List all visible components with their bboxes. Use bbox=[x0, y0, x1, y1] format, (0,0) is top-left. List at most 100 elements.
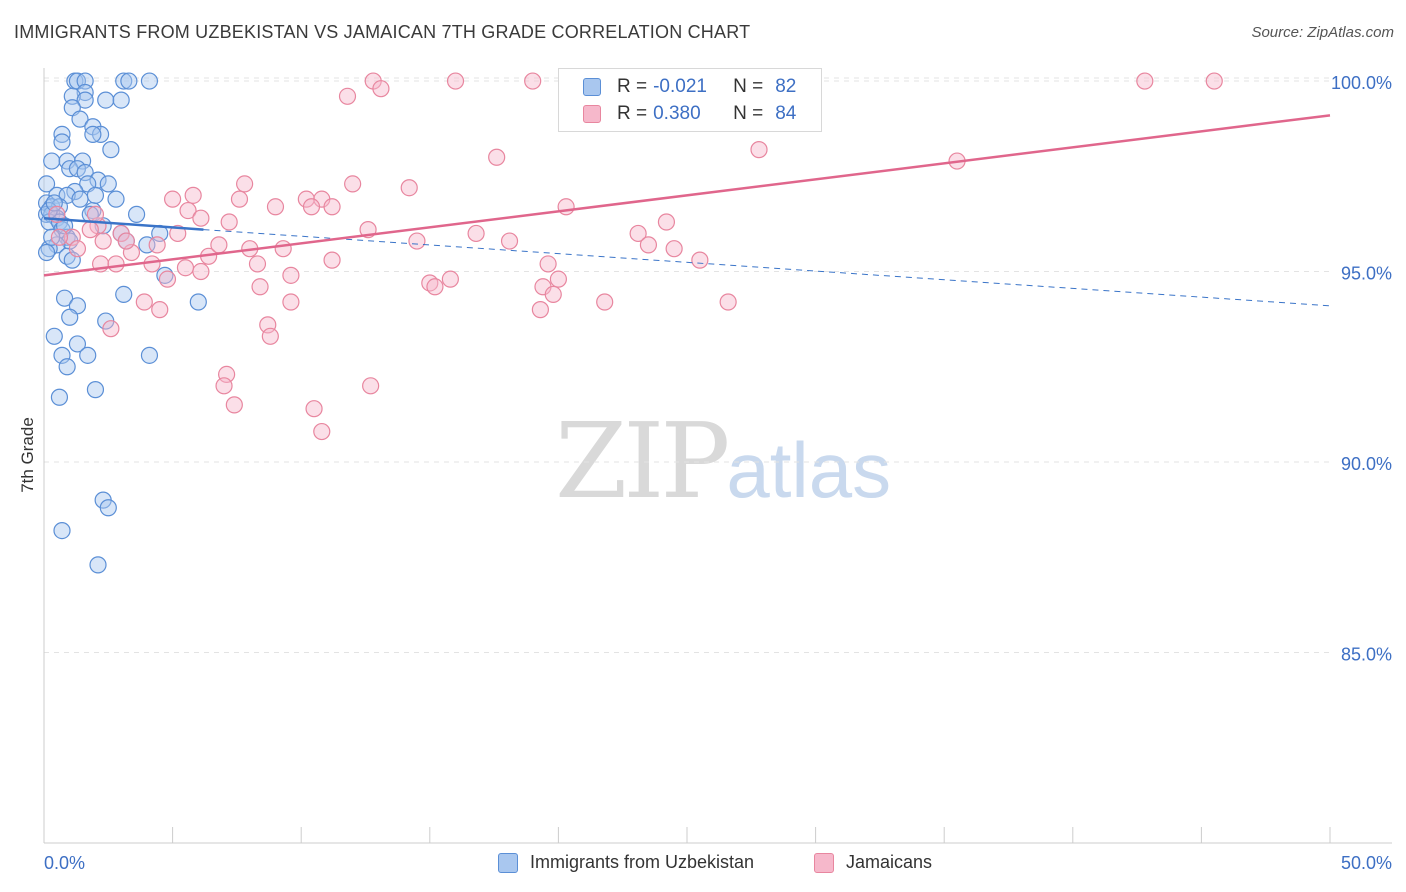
source-label: Source: ZipAtlas.com bbox=[1251, 24, 1394, 41]
jamaicans-point bbox=[107, 255, 125, 273]
uzbekistan-point bbox=[53, 521, 71, 540]
watermark: ZIPatlas bbox=[555, 400, 891, 522]
jamaicans-point bbox=[467, 224, 485, 243]
legend-item-jamaicans[interactable]: Jamaicans bbox=[814, 852, 932, 873]
jamaicans-point bbox=[408, 232, 426, 250]
uzbekistan-point bbox=[115, 72, 133, 90]
legend-r-value: -0.021 bbox=[653, 76, 707, 97]
uzbekistan-trend-line bbox=[43, 216, 204, 231]
legend-n-value: 82 bbox=[775, 76, 797, 97]
uzbekistan-point bbox=[71, 190, 89, 208]
uzbekistan-point bbox=[97, 91, 115, 109]
uzbekistan-point bbox=[61, 308, 79, 326]
jamaicans-point bbox=[261, 327, 279, 345]
legend-item-uzbekistan[interactable]: Immigrants from Uzbekistan bbox=[498, 852, 754, 873]
jamaicans-point bbox=[323, 198, 341, 216]
jamaicans-point bbox=[596, 293, 614, 311]
uzbekistan-point bbox=[120, 72, 138, 90]
jamaicans-point bbox=[557, 198, 575, 216]
uzbekistan-point bbox=[50, 388, 69, 406]
legend-swatch-blue bbox=[498, 852, 518, 873]
jamaicans-point bbox=[230, 190, 249, 208]
legend-n-label: N = bbox=[733, 76, 764, 97]
jamaicans-point bbox=[169, 224, 187, 243]
legend-swatch-pink bbox=[583, 105, 601, 123]
x-tick-label: 50.0% bbox=[1341, 853, 1392, 873]
jamaicans-point bbox=[86, 205, 105, 223]
jamaicans-point bbox=[225, 396, 243, 414]
jamaicans-point bbox=[629, 224, 647, 243]
legend-label-uzbekistan: Immigrants from Uzbekistan bbox=[530, 852, 755, 872]
jamaicans-point bbox=[488, 148, 506, 166]
uzbekistan-point bbox=[107, 190, 125, 208]
jamaicans-point bbox=[220, 213, 238, 231]
uzbekistan-point bbox=[89, 556, 107, 574]
legend-swatch-blue bbox=[583, 78, 601, 96]
jamaicans-trend-line bbox=[43, 114, 1331, 277]
y-tick-label: 85.0% bbox=[1341, 645, 1392, 665]
y-tick-label: 95.0% bbox=[1341, 264, 1392, 284]
uzbekistan-trend-dashed bbox=[203, 229, 1331, 307]
jamaicans-point bbox=[274, 240, 292, 258]
jamaicans-point bbox=[251, 278, 269, 296]
jamaicans-point bbox=[441, 270, 459, 288]
jamaicans-point bbox=[282, 293, 300, 311]
jamaicans-point bbox=[192, 262, 210, 281]
jamaicans-point bbox=[135, 293, 153, 311]
jamaicans-point bbox=[94, 232, 112, 250]
legend-r-label: R = bbox=[617, 103, 648, 124]
jamaicans-point bbox=[248, 255, 267, 273]
jamaicans-point bbox=[158, 270, 177, 288]
jamaicans-point bbox=[549, 270, 568, 288]
uzbekistan-point bbox=[140, 346, 159, 364]
stats-legend: R = -0.021 N = 82 R = 0.380 N = 84 bbox=[558, 68, 822, 132]
watermark-zip: ZIP bbox=[555, 400, 730, 522]
uzbekistan-point bbox=[37, 175, 56, 193]
jamaicans-point bbox=[176, 259, 195, 277]
jamaicans-point bbox=[1205, 72, 1223, 90]
jamaicans-point bbox=[102, 320, 120, 338]
jamaicans-point bbox=[151, 301, 169, 319]
jamaicans-point bbox=[164, 190, 182, 208]
jamaicans-point bbox=[719, 293, 737, 311]
legend-n-label: N = bbox=[733, 103, 764, 124]
jamaicans-point bbox=[400, 179, 418, 197]
uzbekistan-point bbox=[37, 243, 56, 262]
uzbekistan-point bbox=[55, 289, 74, 307]
legend-n-value: 84 bbox=[775, 103, 797, 124]
jamaicans-point bbox=[117, 232, 135, 250]
jamaicans-point bbox=[305, 400, 323, 418]
jamaicans-point bbox=[184, 186, 202, 204]
legend-label-jamaicans: Jamaicans bbox=[846, 852, 933, 872]
legend-row-uzbekistan: R = -0.021 N = 82 bbox=[583, 74, 796, 100]
jamaicans-point bbox=[544, 285, 562, 303]
jamaicans-point bbox=[313, 422, 331, 441]
uzbekistan-point bbox=[102, 141, 120, 159]
jamaicans-point bbox=[426, 278, 444, 296]
jamaicans-point bbox=[179, 201, 197, 220]
uzbekistan-point bbox=[71, 110, 89, 128]
jamaicans-point bbox=[665, 240, 683, 258]
jamaicans-point bbox=[50, 228, 69, 246]
uzbekistan-point bbox=[68, 160, 87, 178]
watermark-atlas: atlas bbox=[726, 426, 892, 514]
jamaicans-point bbox=[524, 72, 542, 90]
uzbekistan-point bbox=[127, 205, 146, 223]
uzbekistan-point bbox=[99, 175, 117, 193]
jamaicans-point bbox=[236, 175, 254, 193]
jamaicans-point bbox=[338, 87, 357, 105]
jamaicans-point bbox=[344, 175, 362, 193]
x-tick-label: 0.0% bbox=[44, 853, 85, 873]
jamaicans-point bbox=[1136, 72, 1154, 90]
legend-swatch-pink bbox=[814, 852, 834, 873]
uzbekistan-point bbox=[79, 346, 97, 364]
jamaicans-point bbox=[657, 213, 676, 231]
jamaicans-point bbox=[531, 301, 549, 319]
jamaicans-point bbox=[210, 236, 228, 254]
uzbekistan-point bbox=[84, 125, 102, 143]
jamaicans-point bbox=[302, 198, 321, 216]
jamaicans-point bbox=[282, 266, 300, 284]
uzbekistan-point bbox=[58, 358, 76, 376]
uzbekistan-point bbox=[86, 186, 105, 204]
y-tick-label: 100.0% bbox=[1331, 73, 1392, 93]
